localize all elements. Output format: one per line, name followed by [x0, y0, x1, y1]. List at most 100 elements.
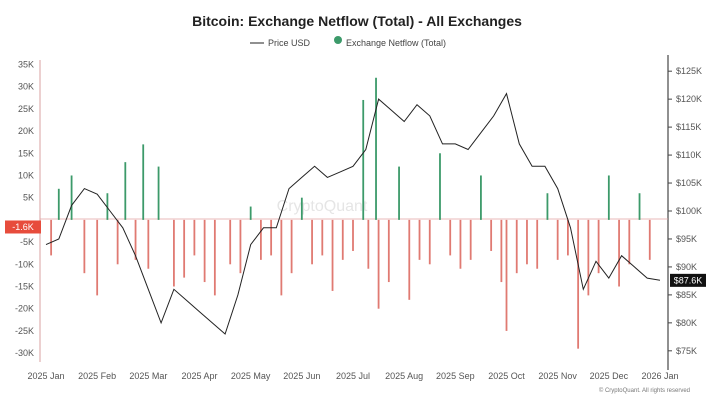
credit: © CryptoQuant. All rights reserved	[599, 387, 690, 394]
netflow-bar	[408, 219, 411, 300]
netflow-bar	[577, 219, 580, 349]
netflow-bar	[418, 219, 421, 260]
netflow-bar	[367, 219, 370, 269]
x-tick-label: 2025 Dec	[590, 371, 629, 381]
x-axis-ticks: 2025 Jan 2025 Feb 2025 Mar 2025 Apr 2025 May…	[27, 371, 678, 381]
netflow-bar	[57, 188, 60, 220]
netflow-bar	[362, 99, 365, 220]
netflow-bar	[375, 77, 377, 220]
right-tick-label: $75K	[676, 346, 697, 356]
netflow-bar	[290, 219, 293, 274]
watermark: CryptoQuant	[277, 198, 368, 215]
left-value-badge: -1.6K	[5, 220, 41, 234]
netflow-bar	[587, 219, 590, 296]
left-badge-rect	[5, 220, 41, 234]
netflow-bar	[341, 219, 344, 260]
netflow-bar	[270, 219, 273, 256]
x-tick-label: 2025 Oct	[488, 371, 525, 381]
left-tick-label: 35K	[18, 59, 34, 69]
left-tick-label: -20K	[15, 304, 34, 314]
right-tick-label: $90K	[676, 262, 697, 272]
netflow-bar	[239, 219, 242, 274]
netflow-bar	[134, 219, 137, 260]
netflow-bar	[556, 219, 559, 260]
netflow-bar	[229, 219, 232, 265]
netflow-bar	[147, 219, 150, 269]
right-tick-label: $120K	[676, 94, 702, 104]
netflow-bar	[157, 166, 160, 220]
netflow-bar	[249, 206, 252, 220]
netflow-bar	[505, 219, 508, 331]
netflow-bar	[428, 219, 431, 265]
netflow-bar	[567, 219, 569, 256]
netflow-bar	[96, 219, 99, 296]
netflow-bar	[500, 219, 503, 283]
left-badge-label: -1.6K	[12, 222, 34, 232]
netflow-bar	[311, 219, 313, 265]
x-tick-label: 2025 Aug	[385, 371, 423, 381]
x-tick-label: 2025 May	[231, 371, 271, 381]
netflow-bar	[449, 219, 452, 256]
netflow-bar	[260, 219, 262, 260]
x-tick-label: 2025 Apr	[181, 371, 217, 381]
netflow-bar	[618, 219, 620, 287]
right-axis-ticks: $125K $120K $115K $110K $105K $100K $95K $90K $8…	[668, 66, 702, 356]
x-tick-label: 2025 Jan	[27, 371, 64, 381]
netflow-bar	[459, 219, 462, 269]
netflow-bar	[124, 162, 127, 220]
right-value-badge: $87.6K	[670, 273, 706, 287]
netflow-bar	[183, 219, 186, 278]
netflow-bar	[70, 175, 73, 220]
left-tick-label: 10K	[18, 170, 34, 180]
x-tick-label: 2026 Jan	[641, 371, 678, 381]
netflow-bar	[480, 175, 482, 220]
netflow-bar	[638, 193, 641, 220]
netflow-bar	[546, 193, 549, 220]
netflow-bar	[398, 166, 400, 220]
right-tick-label: $105K	[676, 178, 702, 188]
netflow-bar	[300, 197, 303, 220]
netflow-bar	[387, 219, 390, 283]
netflow-bar	[173, 219, 175, 287]
left-tick-label: -10K	[15, 259, 34, 269]
netflow-bar	[648, 219, 651, 260]
left-tick-label: -5K	[20, 237, 34, 247]
netflow-bar	[607, 175, 610, 220]
x-tick-label: 2025 Mar	[129, 371, 167, 381]
right-tick-label: $125K	[676, 66, 702, 76]
netflow-bar	[331, 219, 334, 291]
right-badge-rect	[670, 273, 706, 287]
netflow-bar	[203, 219, 206, 283]
x-tick-label: 2025 Jun	[283, 371, 320, 381]
legend: Price USD Exchange Netflow (Total)	[250, 36, 446, 48]
left-axis-ticks: 35K 30K 25K 20K 15K 10K 5K -5K -10K -15K -20K -25K -…	[15, 59, 34, 358]
netflow-bar	[526, 219, 528, 265]
netflow-bar	[193, 219, 196, 256]
right-tick-label: $115K	[676, 122, 701, 132]
left-tick-label: 30K	[18, 82, 34, 92]
netflow-bar	[321, 219, 324, 256]
netflow-bar	[490, 219, 493, 251]
legend-netflow-dot-icon	[334, 36, 342, 44]
left-tick-label: 20K	[18, 126, 34, 136]
price-line	[45, 92, 661, 335]
left-tick-label: -30K	[15, 348, 34, 358]
left-tick-label: -15K	[15, 282, 34, 292]
left-tick-label: 15K	[18, 148, 34, 158]
right-tick-label: $80K	[676, 318, 697, 328]
right-badge-label: $87.6K	[674, 275, 703, 285]
netflow-bar	[280, 219, 283, 296]
right-tick-label: $100K	[676, 206, 702, 216]
netflow-bar	[515, 219, 518, 274]
right-tick-label: $95K	[676, 234, 697, 244]
netflow-bar	[377, 219, 380, 309]
chart-title: Bitcoin: Exchange Netflow (Total) - All …	[192, 13, 522, 29]
left-tick-label: 5K	[23, 193, 34, 203]
netflow-bar	[106, 193, 109, 220]
netflow-bar	[142, 144, 145, 220]
netflow-bar	[628, 219, 631, 265]
netflow-bar	[352, 219, 354, 251]
netflow-bar	[50, 219, 53, 256]
